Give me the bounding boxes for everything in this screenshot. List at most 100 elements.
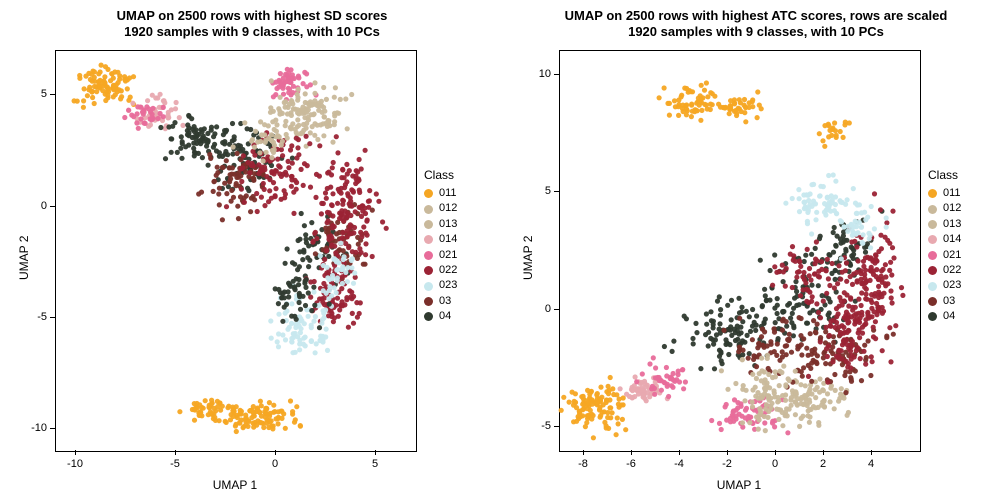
legend-title: Class (928, 168, 961, 182)
legend-swatch-icon (928, 205, 937, 214)
legend-swatch-icon (424, 282, 433, 291)
legend-label: 011 (943, 186, 961, 201)
tick-x (583, 450, 584, 455)
legend-item: 022 (928, 263, 961, 278)
legend-swatch-icon (424, 266, 433, 275)
legend-item: 014 (928, 232, 961, 247)
tick-x (727, 450, 728, 455)
tick-label-y: 0 (529, 303, 551, 315)
legend-item: 011 (424, 186, 457, 201)
tick-x (679, 450, 680, 455)
tick-label-y: 5 (529, 185, 551, 197)
tick-label-x: 0 (272, 458, 278, 470)
tick-x (275, 450, 276, 455)
tick-x (871, 450, 872, 455)
tick-x (375, 450, 376, 455)
tick-x (631, 450, 632, 455)
tick-label-y: 10 (529, 68, 551, 80)
legend-label: 014 (439, 232, 457, 247)
figure: UMAP on 2500 rows with highest SD scores… (0, 0, 1008, 504)
scatter-points (559, 50, 919, 450)
legend-swatch-icon (424, 235, 433, 244)
title-line1: UMAP on 2500 rows with highest SD scores (117, 8, 388, 23)
legend-swatch-icon (928, 282, 937, 291)
legend-swatch-icon (424, 189, 433, 198)
tick-label-y: -5 (25, 311, 47, 323)
tick-label-x: 4 (868, 458, 874, 470)
legend-label: 021 (943, 248, 961, 263)
tick-label-y: 0 (25, 200, 47, 212)
legend-label: 023 (439, 278, 457, 293)
tick-x (823, 450, 824, 455)
legend-swatch-icon (424, 312, 433, 321)
axis-label-x: UMAP 1 (559, 478, 919, 492)
panel-title-right: UMAP on 2500 rows with highest ATC score… (504, 8, 1008, 41)
legend-item: 012 (928, 201, 961, 216)
axis-label-x: UMAP 1 (55, 478, 415, 492)
tick-label-y: -5 (529, 420, 551, 432)
legend-title: Class (424, 168, 457, 182)
title-line2: 1920 samples with 9 classes, with 10 PCs (124, 24, 380, 39)
legend-item: 021 (424, 248, 457, 263)
legend-item: 03 (424, 294, 457, 309)
legend-item: 012 (424, 201, 457, 216)
legend-item: 023 (424, 278, 457, 293)
legend-swatch-icon (928, 297, 937, 306)
legend: Class 0110120130140210220230304 (928, 168, 961, 325)
legend-label: 022 (439, 263, 457, 278)
legend-swatch-icon (424, 251, 433, 260)
tick-label-x: -10 (67, 458, 83, 470)
legend-label: 013 (943, 217, 961, 232)
tick-label-x: 2 (820, 458, 826, 470)
title-line2: 1920 samples with 9 classes, with 10 PCs (628, 24, 884, 39)
legend-item: 011 (928, 186, 961, 201)
legend-label: 03 (439, 294, 451, 309)
legend-item: 04 (424, 309, 457, 324)
title-line1: UMAP on 2500 rows with highest ATC score… (565, 8, 948, 23)
axis-label-y: UMAP 2 (17, 236, 31, 280)
legend-swatch-icon (928, 189, 937, 198)
panel-right: UMAP on 2500 rows with highest ATC score… (504, 0, 1008, 504)
legend-label: 013 (439, 217, 457, 232)
tick-label-x: -5 (170, 458, 180, 470)
tick-x (75, 450, 76, 455)
axis-label-y: UMAP 2 (521, 236, 535, 280)
legend-label: 014 (943, 232, 961, 247)
tick-label-x: -8 (578, 458, 588, 470)
legend-swatch-icon (928, 312, 937, 321)
legend-label: 04 (439, 309, 451, 324)
tick-label-y: -10 (25, 422, 47, 434)
legend-swatch-icon (928, 235, 937, 244)
tick-label-x: -2 (722, 458, 732, 470)
panel-left: UMAP on 2500 rows with highest SD scores… (0, 0, 504, 504)
legend-label: 012 (439, 201, 457, 216)
legend-label: 021 (439, 248, 457, 263)
legend-item: 014 (424, 232, 457, 247)
legend-swatch-icon (928, 266, 937, 275)
legend-item: 03 (928, 294, 961, 309)
legend-swatch-icon (424, 220, 433, 229)
tick-label-x: 0 (772, 458, 778, 470)
tick-label-y: 5 (25, 88, 47, 100)
legend-item: 013 (424, 217, 457, 232)
tick-label-x: -4 (674, 458, 684, 470)
tick-label-x: -6 (626, 458, 636, 470)
legend-label: 04 (943, 309, 955, 324)
legend-item: 021 (928, 248, 961, 263)
legend-label: 012 (943, 201, 961, 216)
panel-title-left: UMAP on 2500 rows with highest SD scores… (0, 8, 504, 41)
legend-swatch-icon (928, 251, 937, 260)
legend-swatch-icon (424, 205, 433, 214)
scatter-points (55, 50, 415, 450)
tick-label-x: 5 (372, 458, 378, 470)
legend-item: 013 (928, 217, 961, 232)
legend-swatch-icon (424, 297, 433, 306)
legend-label: 023 (943, 278, 961, 293)
legend-label: 011 (439, 186, 457, 201)
legend-label: 03 (943, 294, 955, 309)
legend-item: 022 (424, 263, 457, 278)
tick-x (175, 450, 176, 455)
legend-item: 023 (928, 278, 961, 293)
tick-x (775, 450, 776, 455)
legend-label: 022 (943, 263, 961, 278)
